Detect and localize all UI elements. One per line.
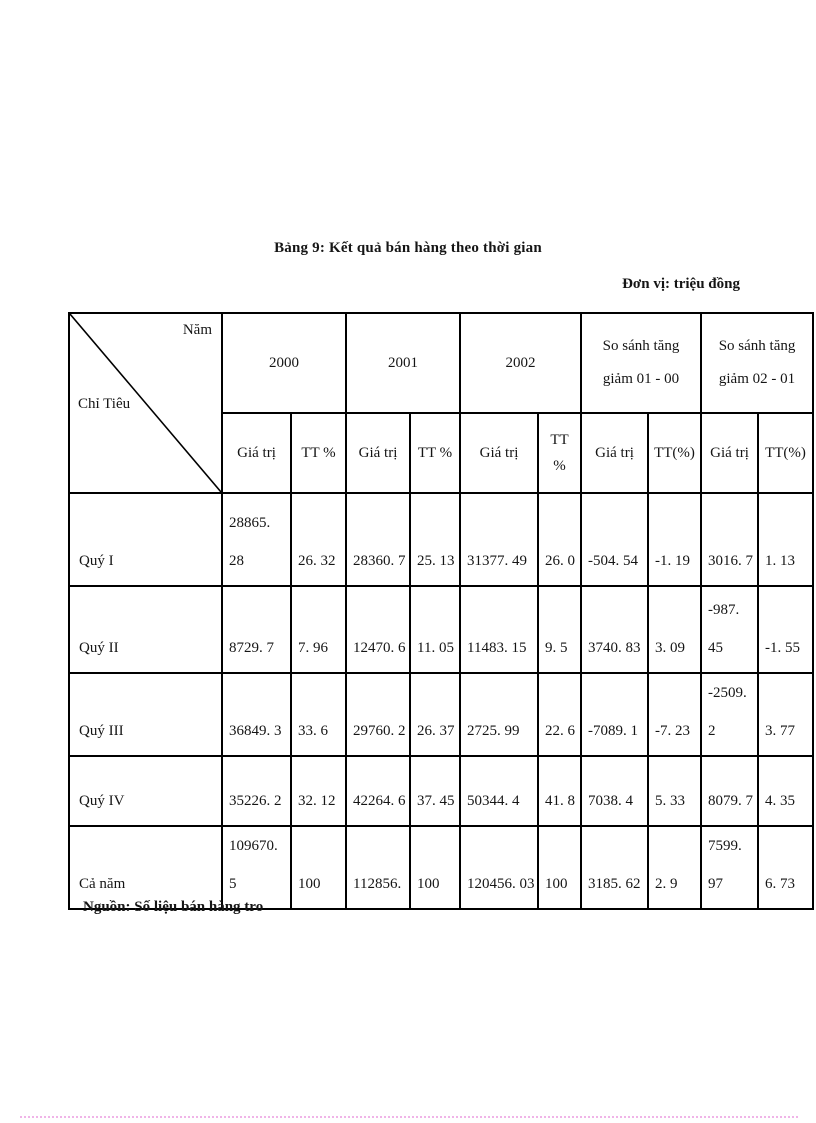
data-cell: 5. 33: [646, 755, 703, 827]
data-cell: 26. 0: [537, 492, 582, 587]
data-cell: -504. 54: [580, 492, 649, 587]
sub-header: TT %: [537, 412, 582, 494]
data-cell: 120456. 03: [459, 825, 539, 910]
corner-cell: Năm Chỉ Tiêu: [68, 312, 223, 494]
data-cell: 6. 73: [757, 825, 815, 910]
row-label: Cả năm: [68, 825, 223, 910]
year-header-2002: 2002: [459, 312, 582, 414]
data-cell: -7089. 1: [580, 672, 649, 757]
header-sub-row: Giá trị TT % Giá trị TT % Giá trị TT % G…: [69, 412, 815, 494]
data-cell: 41. 8: [537, 755, 582, 827]
sub-header: TT %: [409, 412, 461, 494]
data-cell: 100: [290, 825, 347, 910]
data-cell: 32. 12: [290, 755, 347, 827]
data-cell: 25. 13: [409, 492, 461, 587]
data-cell: 2725. 99: [459, 672, 539, 757]
data-cell: -2509. 2: [700, 672, 760, 757]
data-cell: 3740. 83: [580, 585, 649, 674]
source-note: Nguồn: Số liệu bán hàng tro: [83, 899, 264, 915]
data-cell: 3. 77: [757, 672, 815, 757]
data-cell: -987. 45: [700, 585, 760, 674]
data-cell: 33. 6: [290, 672, 347, 757]
data-cell: 112856.: [345, 825, 411, 910]
page-break-dotted-line: [20, 1116, 798, 1118]
data-cell: 29760. 2: [345, 672, 411, 757]
data-cell: 12470. 6: [345, 585, 411, 674]
data-cell: 7038. 4: [580, 755, 649, 827]
data-cell: 109670. 5: [221, 825, 292, 910]
data-cell: 8729. 7: [221, 585, 292, 674]
data-cell: 26. 32: [290, 492, 347, 587]
data-cell: 11483. 15: [459, 585, 539, 674]
table-row-quy-2: Quý II 8729. 7 7. 96 12470. 6 11. 05 114…: [68, 585, 815, 674]
data-cell: 42264. 6: [345, 755, 411, 827]
data-cell: 3016. 7: [700, 492, 760, 587]
data-cell: 3185. 62: [580, 825, 649, 910]
data-cell: 2. 9: [646, 825, 703, 910]
data-cell: 100: [537, 825, 582, 910]
sub-header: Giá trị: [459, 412, 539, 494]
data-cell: 8079. 7: [700, 755, 760, 827]
data-cell: 7. 96: [290, 585, 347, 674]
data-cell: 50344. 4: [459, 755, 539, 827]
data-cell: 9. 5: [537, 585, 582, 674]
data-cell: 11. 05: [409, 585, 461, 674]
data-cell: 37. 45: [409, 755, 461, 827]
sales-results-table: Năm Chỉ Tiêu 2000 2001 2002 So sánh tăng…: [68, 312, 815, 910]
row-label: Quý IV: [68, 755, 223, 827]
data-cell: 3. 09: [646, 585, 703, 674]
data-cell: 100: [409, 825, 461, 910]
sub-header: Giá trị: [221, 412, 292, 494]
table-row-quy-1: Quý I 28865. 28 26. 32 28360. 7 25. 13 3…: [68, 492, 815, 587]
data-cell: 22. 6: [537, 672, 582, 757]
sub-header: TT %: [290, 412, 347, 494]
row-label: Quý II: [68, 585, 223, 674]
row-label: Quý III: [68, 672, 223, 757]
data-cell: 7599. 97: [700, 825, 760, 910]
data-cell: -1. 55: [757, 585, 815, 674]
sub-header: Giá trị: [345, 412, 411, 494]
sub-header: TT(%): [646, 412, 703, 494]
data-cell: 1. 13: [757, 492, 815, 587]
data-cell: 26. 37: [409, 672, 461, 757]
data-cell: -1. 19: [646, 492, 703, 587]
year-header-2001: 2001: [345, 312, 461, 414]
diagonal-line: [71, 315, 220, 491]
data-cell: 35226. 2: [221, 755, 292, 827]
sub-header: Giá trị: [700, 412, 760, 494]
sub-header: Giá trị: [580, 412, 649, 494]
data-cell: 28360. 7: [345, 492, 411, 587]
data-cell: -7. 23: [646, 672, 703, 757]
table-row-quy-4: Quý IV 35226. 2 32. 12 42264. 6 37. 45 5…: [68, 755, 815, 827]
corner-label-criteria: Chỉ Tiêu: [78, 396, 131, 412]
row-label: Quý I: [68, 492, 223, 587]
header-group-row: Năm Chỉ Tiêu 2000 2001 2002 So sánh tăng…: [68, 312, 815, 494]
data-cell: 31377. 49: [459, 492, 539, 587]
sub-header: TT(%): [757, 412, 815, 494]
year-header-2000: 2000: [221, 312, 347, 414]
table-row-quy-3: Quý III 36849. 3 33. 6 29760. 2 26. 37 2…: [68, 672, 815, 757]
corner-label-year: Năm: [182, 322, 212, 338]
table-title: Bảng 9: Kết quả bán hàng theo thời gian: [274, 240, 542, 256]
unit-note: Đơn vị: triệu đồng: [622, 276, 740, 292]
table-row-ca-nam: Cả năm 109670. 5 100 112856. 100 120456.…: [68, 825, 815, 910]
compare-header-01-00: So sánh tăng giảm 01 - 00: [579, 312, 703, 414]
data-cell: 4. 35: [757, 755, 815, 827]
compare-header-02-01: So sánh tăng giảm 02 - 01: [700, 312, 815, 414]
data-cell: 36849. 3: [221, 672, 292, 757]
data-cell: 28865. 28: [221, 492, 292, 587]
